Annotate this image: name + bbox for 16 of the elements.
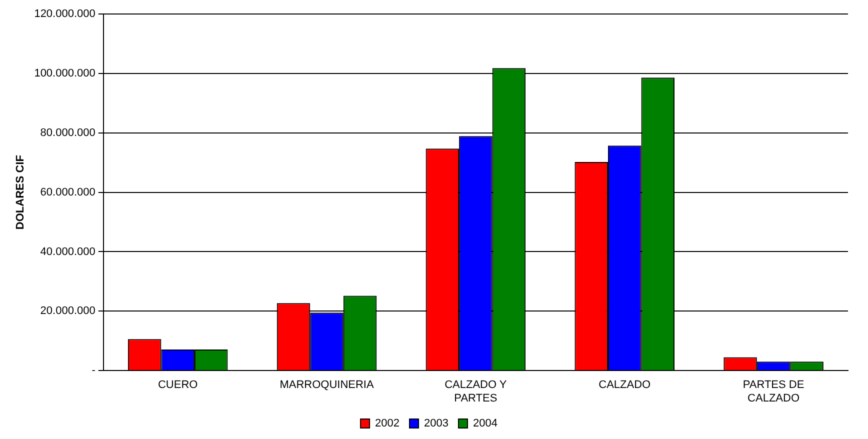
x-tick-label: CALZADO bbox=[598, 379, 652, 392]
x-tick-label: CALZADO Y PARTES bbox=[444, 379, 508, 404]
y-tick-label: 60.000.000 bbox=[40, 186, 96, 198]
x-tick-label: CUERO bbox=[158, 379, 198, 392]
y-tick-label: 100.000.000 bbox=[34, 67, 96, 80]
legend-label: 2003 bbox=[424, 418, 448, 430]
x-tick-label: PARTES DE CALZADO bbox=[742, 379, 804, 404]
y-tick-label: 40.000.000 bbox=[40, 246, 96, 258]
legend-label: 2002 bbox=[375, 418, 400, 430]
y-tick-label: 120.000.000 bbox=[34, 8, 96, 20]
y-axis-title: DOLARES CIF bbox=[14, 154, 27, 230]
legend-label: 2004 bbox=[472, 418, 498, 430]
x-tick-label: MARROQUINERIA bbox=[280, 379, 374, 392]
y-tick-label: 20.000.000 bbox=[40, 305, 96, 318]
y-tick-label: - bbox=[92, 364, 96, 377]
y-tick-label: 80.000.000 bbox=[40, 126, 96, 139]
